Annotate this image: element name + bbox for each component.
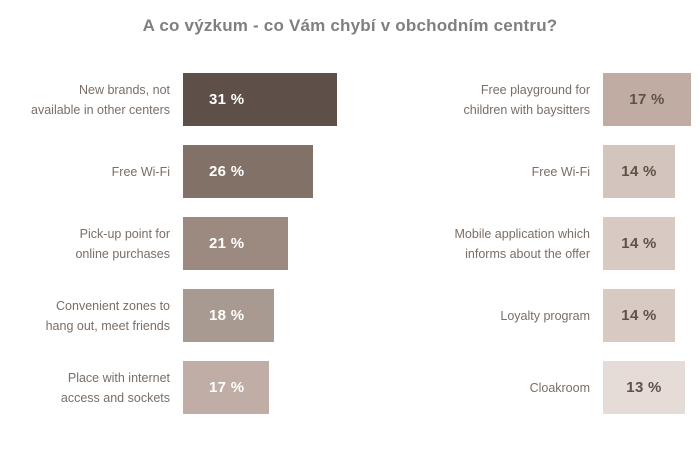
bar-value-label: 17 % xyxy=(629,91,665,108)
bar: 18 % xyxy=(183,289,274,342)
bar-category-label: Mobile application which informs about t… xyxy=(454,226,591,261)
bar-value-label: 14 % xyxy=(621,235,657,252)
bar-row: Mobile application which informs about t… xyxy=(350,217,700,270)
bar-category-label: Free Wi-Fi xyxy=(531,164,590,179)
bar-row: Free playground for children with baysit… xyxy=(350,73,700,126)
left-bar-column: New brands, not available in other cente… xyxy=(0,73,350,414)
bar-category-label: Place with internet access and sockets xyxy=(60,370,170,405)
bar-value-label: 21 % xyxy=(209,235,245,252)
bar-value-label: 14 % xyxy=(621,307,657,324)
bar-row: Cloakroom 13 % xyxy=(350,361,700,414)
bar: 17 % xyxy=(603,73,691,126)
chart-title: A co výzkum - co Vám chybí v obchodním c… xyxy=(142,16,558,35)
right-bar-column: Free playground for children with baysit… xyxy=(350,73,700,414)
bar-value-label: 31 % xyxy=(209,91,245,108)
bar: 14 % xyxy=(603,217,675,270)
bar-value-label: 26 % xyxy=(209,163,245,180)
bar-row: New brands, not available in other cente… xyxy=(0,73,350,126)
bar-row: Loyalty program 14 % xyxy=(350,289,700,342)
bar-category-label: Loyalty program xyxy=(500,308,590,323)
bar-row: Free Wi-Fi 14 % xyxy=(350,145,700,198)
bar: 14 % xyxy=(603,289,675,342)
bar: 17 % xyxy=(183,361,269,414)
bar-value-label: 13 % xyxy=(626,379,662,396)
bar-row: Convenient zones to hang out, meet frien… xyxy=(0,289,350,342)
bar-row: Place with internet access and sockets 1… xyxy=(0,361,350,414)
bar-category-label: Cloakroom xyxy=(529,380,590,395)
bar: 26 % xyxy=(183,145,313,198)
bar-value-label: 14 % xyxy=(621,163,657,180)
bar-category-label: Convenient zones to hang out, meet frien… xyxy=(45,298,170,333)
bar-category-label: Pick-up point for online purchases xyxy=(75,226,170,261)
chart-columns: New brands, not available in other cente… xyxy=(0,73,700,414)
bar-row: Free Wi-Fi 26 % xyxy=(0,145,350,198)
bar-value-label: 17 % xyxy=(209,379,245,396)
bar: 13 % xyxy=(603,361,685,414)
bar-row: Pick-up point for online purchases 21 % xyxy=(0,217,350,270)
bar-category-label: New brands, not available in other cente… xyxy=(31,82,170,117)
bar-category-label: Free playground for children with baysit… xyxy=(463,82,590,117)
bar: 21 % xyxy=(183,217,288,270)
bar-category-label: Free Wi-Fi xyxy=(111,164,170,179)
survey-bar-chart: A co výzkum - co Vám chybí v obchodním c… xyxy=(0,16,700,466)
bar: 31 % xyxy=(183,73,337,126)
bar: 14 % xyxy=(603,145,675,198)
bar-value-label: 18 % xyxy=(209,307,245,324)
